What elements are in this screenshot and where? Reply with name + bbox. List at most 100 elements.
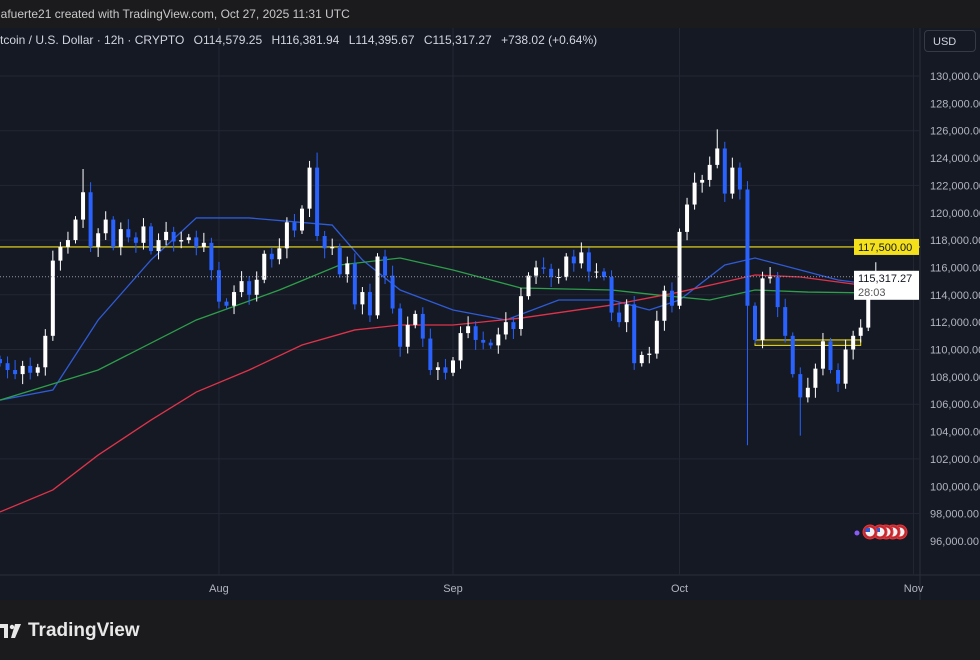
candle-body xyxy=(292,222,297,231)
candle-body xyxy=(647,353,652,355)
candle-body xyxy=(156,240,161,252)
price-axis-label: 130,000.00 xyxy=(930,71,980,83)
time-axis-label: Aug xyxy=(209,583,229,595)
support-zone[interactable] xyxy=(754,339,862,346)
candle-body xyxy=(843,349,848,384)
price-axis-label: 128,000.00 xyxy=(930,98,980,110)
bar-countdown: 28:03 xyxy=(858,287,886,299)
candle-body xyxy=(133,237,138,243)
candle-body xyxy=(269,253,274,260)
candle-body xyxy=(360,292,365,305)
candle-body xyxy=(602,271,606,278)
price-axis-label: 98,000.00 xyxy=(930,509,979,521)
candle-body xyxy=(594,271,599,273)
candle-body xyxy=(798,374,803,398)
candle-body xyxy=(315,167,320,236)
candle-body xyxy=(783,307,788,336)
price-axis-label: 124,000.00 xyxy=(930,153,980,165)
candle-body xyxy=(564,256,569,278)
candle-body xyxy=(632,304,637,364)
chart-pane[interactable]: 130,000.00 128,000.00 126,000.00 124,000.00… xyxy=(0,28,980,600)
close-value: C115,317.27 xyxy=(423,33,492,47)
candle-body xyxy=(775,277,780,308)
price-axis-label: 114,000.00 xyxy=(930,290,980,302)
candle-body xyxy=(586,252,591,272)
ohlc-legend: tcoin / U.S. Dollar · 12h · CRYPTO O114,… xyxy=(0,33,603,47)
candle-body xyxy=(345,263,350,275)
candle-body xyxy=(126,229,131,238)
price-axis-label: 116,000.00 xyxy=(930,262,980,274)
price-axis-label: 118,000.00 xyxy=(930,235,980,247)
candle-body xyxy=(141,226,146,243)
current-price-tag xyxy=(854,270,919,300)
candle-body xyxy=(662,290,667,321)
price-chart[interactable]: 130,000.00 128,000.00 126,000.00 124,000.00… xyxy=(0,28,980,600)
candle-body xyxy=(149,226,153,252)
candle-body xyxy=(352,263,357,305)
candle-body xyxy=(579,252,584,264)
candle-body xyxy=(541,267,546,269)
candle-body xyxy=(481,339,486,343)
candle-body xyxy=(654,320,659,354)
candle-body xyxy=(435,367,440,371)
candle-body xyxy=(534,267,539,276)
open-value: O114,579.25 xyxy=(193,33,263,47)
candle-body xyxy=(700,179,705,183)
price-axis-label: 122,000.00 xyxy=(930,180,980,192)
candle-body xyxy=(549,268,554,278)
candle-body xyxy=(194,237,199,247)
candle-body xyxy=(488,342,493,346)
candle-body xyxy=(685,204,690,232)
symbol-name[interactable]: tcoin / U.S. Dollar · 12h · CRYPTO xyxy=(0,33,185,47)
price-axis-label: 126,000.00 xyxy=(930,126,980,138)
candle-body xyxy=(73,219,78,241)
candle-body xyxy=(307,167,312,209)
candle-body xyxy=(496,334,501,346)
candle-body xyxy=(737,167,742,190)
candle-body xyxy=(707,164,712,180)
candle-body xyxy=(760,278,765,340)
candle-body xyxy=(383,256,388,276)
candle-body xyxy=(216,270,221,302)
current-price-label: 115,317.27 xyxy=(858,273,912,285)
candle-body xyxy=(473,326,478,340)
watermark-text: TradingView xyxy=(28,620,140,641)
candle-body xyxy=(617,312,622,323)
candle-body xyxy=(503,322,508,335)
candle-body xyxy=(13,370,18,375)
candle-body xyxy=(330,246,335,249)
candle-body xyxy=(451,360,455,373)
candle-body xyxy=(20,365,25,375)
candle-body xyxy=(828,341,833,371)
time-axis-label: Sep xyxy=(443,583,463,595)
candle-body xyxy=(639,354,644,364)
price-axis-label: 96,000.00 xyxy=(930,536,979,548)
candle-body xyxy=(398,308,403,347)
candle-body xyxy=(337,246,342,275)
candle-body xyxy=(277,248,282,260)
candle-body xyxy=(65,240,70,247)
price-axis-label: 104,000.00 xyxy=(930,427,980,439)
candle-body xyxy=(262,253,267,280)
candle-body xyxy=(201,242,206,247)
attribution-text: lafuerte21 created with TradingView.com,… xyxy=(0,7,350,21)
currency-button[interactable]: USD xyxy=(924,30,976,52)
price-axis-label: 100,000.00 xyxy=(930,481,980,493)
candle-body xyxy=(81,192,86,220)
candle-body xyxy=(730,167,735,194)
candle-body xyxy=(179,240,184,242)
price-axis-label: 108,000.00 xyxy=(930,372,980,384)
candle-body xyxy=(420,313,425,339)
candle-body xyxy=(164,231,169,241)
candle-body xyxy=(5,363,10,371)
candle-body xyxy=(428,338,433,371)
candle-body xyxy=(186,237,191,241)
candle-body xyxy=(35,367,40,373)
candle-body xyxy=(813,368,818,388)
candle-body xyxy=(390,275,395,309)
candle-body xyxy=(466,326,471,334)
candle-body xyxy=(118,229,123,247)
candle-body xyxy=(745,189,750,306)
candle-body xyxy=(609,277,614,313)
candle-body xyxy=(171,231,176,242)
